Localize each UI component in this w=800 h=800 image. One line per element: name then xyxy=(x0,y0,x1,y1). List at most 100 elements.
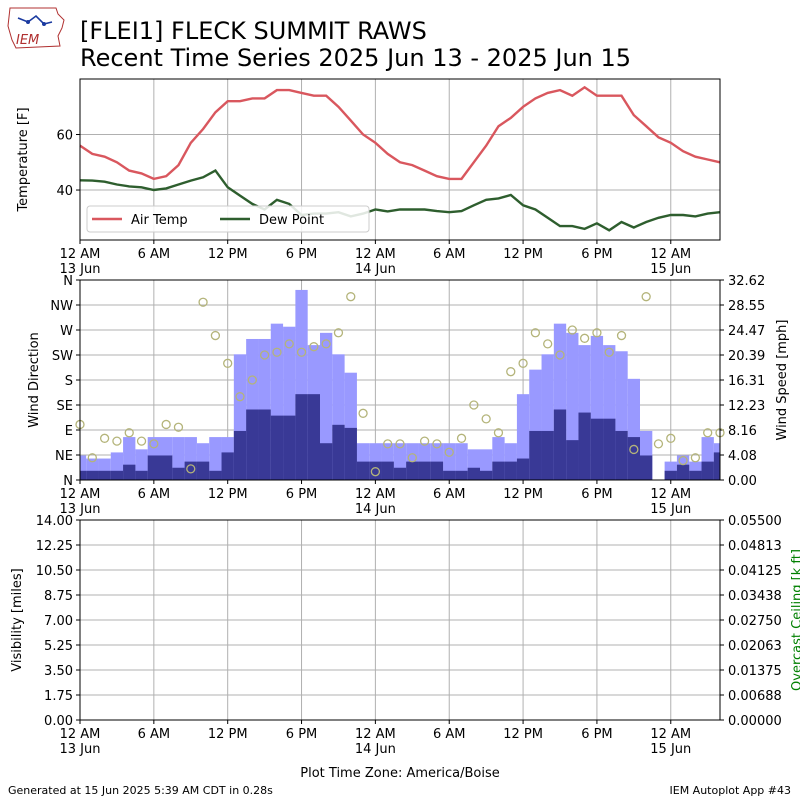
speed-bar xyxy=(529,430,542,480)
iem-logo[interactable]: IEM xyxy=(6,6,66,50)
direction-tick-label: SE xyxy=(57,399,73,414)
x-date-label: 14 Jun xyxy=(355,262,396,277)
speed-tick-label: 24.47 xyxy=(728,324,765,339)
direction-point xyxy=(419,436,430,446)
speed-bar xyxy=(80,470,87,480)
x-tick-label: 6 AM xyxy=(433,247,466,262)
visibility-axis-label: Visibility [miles] xyxy=(10,568,25,671)
direction-point xyxy=(333,328,344,338)
speed-bar xyxy=(480,470,493,480)
direction-point xyxy=(223,358,233,368)
direction-point xyxy=(666,433,676,443)
speed-bar xyxy=(356,461,370,480)
speed-bar xyxy=(430,461,444,480)
x-tick-label: 12 AM xyxy=(355,727,396,742)
app-note: IEM Autoplot App #43 xyxy=(669,784,792,797)
speed-bar xyxy=(701,461,714,480)
visibility-tick-label: 14.00 xyxy=(36,514,73,529)
direction-point xyxy=(149,439,159,449)
x-tick-label: 6 PM xyxy=(286,247,317,262)
gust-bar xyxy=(80,455,87,480)
direction-point xyxy=(567,325,577,335)
speed-bar xyxy=(320,443,333,480)
direction-point xyxy=(161,419,171,430)
speed-bar xyxy=(196,461,210,480)
direction-point xyxy=(690,453,701,463)
direction-tick-label: N xyxy=(63,274,73,289)
x-tick-label: 6 AM xyxy=(433,727,466,742)
x-date-label: 13 Jun xyxy=(60,742,101,757)
ceiling-tick-label: 0.02063 xyxy=(728,639,782,654)
speed-bar xyxy=(492,461,505,480)
gust-bar xyxy=(209,437,222,480)
direction-point xyxy=(395,439,405,449)
speed-bar xyxy=(553,409,567,480)
direction-point xyxy=(296,347,307,357)
direction-point xyxy=(358,408,368,418)
speed-bar xyxy=(123,464,136,480)
chart-title: [FLEI1] FLECK SUMMIT RAWS xyxy=(80,17,427,45)
x-date-label: 15 Jun xyxy=(650,742,691,757)
direction-point xyxy=(272,347,282,357)
direction-tick-label: SW xyxy=(52,349,73,364)
x-date-label: 15 Jun xyxy=(650,262,691,277)
speed-bar xyxy=(246,409,259,480)
legend-label-dew-point: Dew Point xyxy=(259,213,324,228)
ceiling-tick-label: 0.04125 xyxy=(728,564,782,579)
visibility-tick-label: 1.75 xyxy=(44,689,73,704)
visibility-panel xyxy=(79,519,721,721)
x-tick-label: 12 PM xyxy=(208,247,248,262)
speed-bar xyxy=(147,455,160,480)
speed-bar xyxy=(467,467,480,480)
visibility-tick-label: 0.00 xyxy=(44,714,73,729)
x-tick-label: 12 AM xyxy=(355,247,396,262)
direction-point xyxy=(469,400,479,410)
speed-bar xyxy=(627,437,640,480)
temperature-axis-label: Temperature [F] xyxy=(16,107,31,212)
direction-point xyxy=(112,436,122,446)
chart-subtitle: Recent Time Series 2025 Jun 13 - 2025 Ju… xyxy=(80,44,632,72)
visibility-tick-label: 5.25 xyxy=(44,639,73,654)
direction-point xyxy=(346,292,356,302)
x-tick-label: 12 AM xyxy=(355,487,396,502)
speed-bar xyxy=(369,461,382,480)
direction-point xyxy=(284,339,294,349)
x-tick-label: 6 PM xyxy=(286,727,317,742)
speed-bar xyxy=(566,440,579,480)
x-tick-label: 12 PM xyxy=(503,727,543,742)
speed-bar xyxy=(172,467,185,480)
speed-tick-label: 8.16 xyxy=(728,424,757,439)
direction-point xyxy=(604,347,614,357)
direction-point xyxy=(136,436,147,446)
speed-bar xyxy=(418,461,431,480)
x-date-label: 13 Jun xyxy=(60,502,101,517)
direction-point xyxy=(383,439,393,449)
speed-tick-label: 12.23 xyxy=(728,399,765,414)
ceiling-axis-label: Overcast Ceiling [k ft] xyxy=(790,549,800,691)
x-tick-label: 12 AM xyxy=(650,727,691,742)
speed-bar xyxy=(664,470,677,480)
speed-tick-label: 0.00 xyxy=(728,474,757,489)
direction-point xyxy=(173,422,184,432)
speed-bar xyxy=(135,470,148,480)
speed-bar xyxy=(283,415,296,480)
iem-logo-icon: IEM xyxy=(7,7,65,49)
visibility-tick-label: 3.50 xyxy=(44,664,73,679)
x-tick-label: 12 AM xyxy=(650,487,691,502)
speed-bar xyxy=(258,409,271,480)
speed-bar xyxy=(307,394,320,480)
speed-bar xyxy=(406,461,419,480)
direction-point xyxy=(555,350,565,360)
x-tick-label: 6 PM xyxy=(581,727,612,742)
x-tick-label: 6 PM xyxy=(581,247,612,262)
air-temp-line xyxy=(79,85,721,181)
temp-tick-label: 40 xyxy=(56,184,73,199)
wind-speed-axis-label: Wind Speed [mph] xyxy=(775,320,790,441)
speed-bar xyxy=(516,458,530,480)
direction-point xyxy=(99,433,110,443)
speed-bar xyxy=(98,470,111,480)
speed-bar xyxy=(270,415,284,480)
direction-point xyxy=(198,297,208,307)
direction-point xyxy=(543,339,553,349)
ceiling-tick-label: 0.05500 xyxy=(728,514,782,529)
